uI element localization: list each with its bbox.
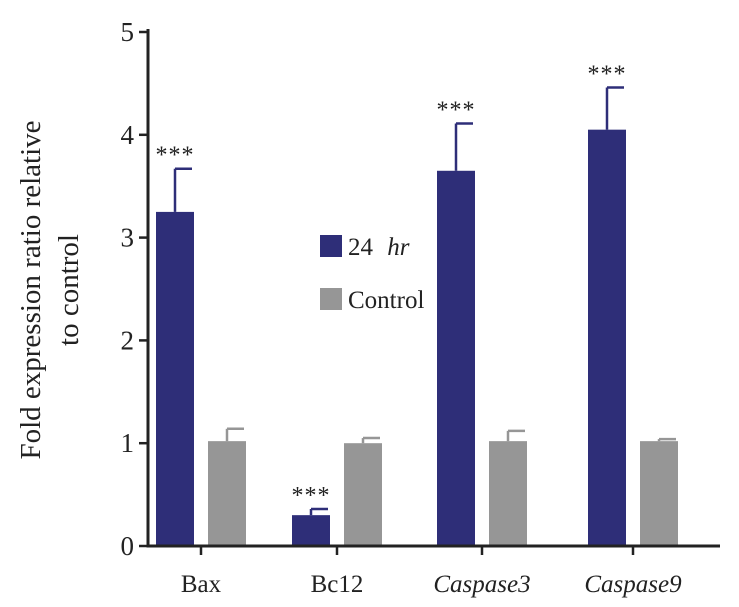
y-tick-label-0: 0 — [121, 531, 135, 561]
y-tick-label-1: 1 — [121, 428, 135, 458]
significance-24-hr-caspase3: *** — [437, 97, 476, 123]
y-tick-label-2: 2 — [121, 325, 135, 355]
axes-group: 0 1 2 3 4 5 Bax Bc12 Caspase3 Caspase9 — [121, 17, 720, 598]
bar-24-hr-bax — [156, 211, 194, 546]
y-tick-label-4: 4 — [121, 120, 135, 150]
significance-24-hr-bax: *** — [156, 143, 195, 169]
significance-24-hr-caspase9: *** — [588, 62, 627, 88]
legend-label-24hr: 24 hr — [348, 234, 410, 261]
bar-24-hr-bc12 — [292, 515, 330, 546]
bar-24-hr-caspase3 — [437, 170, 475, 546]
legend: 24 hr Control — [320, 234, 424, 314]
bar-control-caspase9 — [640, 441, 678, 546]
legend-swatch-control — [320, 288, 342, 310]
x-tick-label-caspase3: Caspase3 — [433, 571, 530, 598]
significance-24-hr-bc12: *** — [292, 483, 331, 509]
bar-control-bax — [208, 441, 246, 546]
y-tick-label-5: 5 — [121, 17, 135, 47]
legend-label-24hr-unit: hr — [387, 234, 410, 261]
significance-annotations: *** *** *** *** — [156, 62, 627, 509]
x-tick-label-caspase9: Caspase9 — [584, 571, 682, 598]
y-axis-label-line1: Fold expression ratio relative — [15, 120, 47, 459]
bar-control-caspase3 — [489, 441, 527, 546]
bar-control-bc12 — [344, 443, 382, 546]
legend-label-control: Control — [348, 287, 424, 314]
y-axis-label: Fold expression ratio relative to contro… — [15, 120, 85, 459]
y-tick-label-3: 3 — [121, 223, 135, 253]
legend-label-24hr-main: 24 — [348, 234, 374, 261]
legend-swatch-24hr — [320, 235, 342, 257]
bars-group — [156, 129, 678, 546]
y-axis-label-line2: to control — [53, 234, 85, 346]
x-tick-label-bc12: Bc12 — [311, 571, 364, 598]
bar-24-hr-caspase9 — [588, 129, 626, 546]
error-bars-group — [173, 86, 676, 516]
x-tick-label-bax: Bax — [181, 571, 222, 598]
